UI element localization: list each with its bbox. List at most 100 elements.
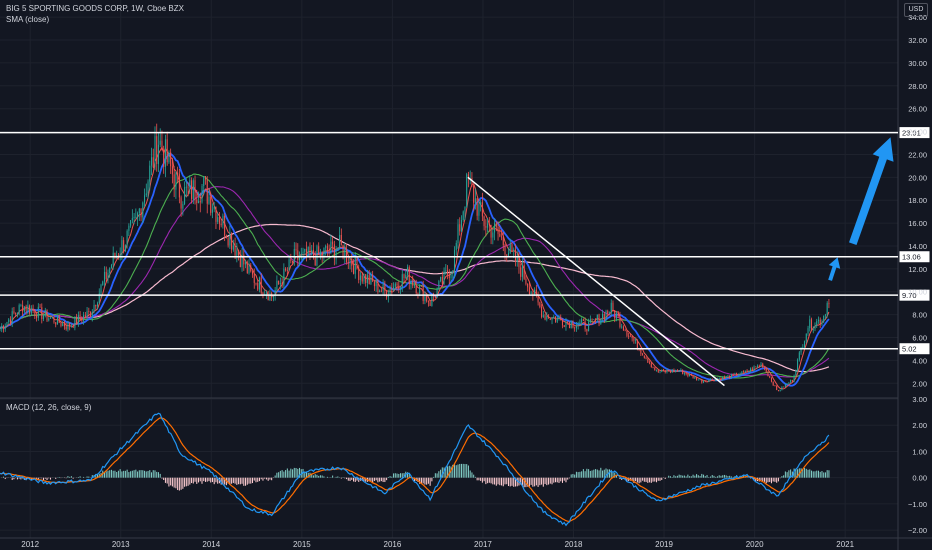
candle-body — [471, 178, 473, 186]
candle-body — [669, 371, 671, 373]
candle-body — [612, 302, 614, 311]
price-axis-tick: 12.00 — [908, 265, 927, 274]
candle-body — [527, 283, 529, 288]
candle-body — [788, 382, 790, 384]
candle-body — [680, 369, 682, 371]
candle-body — [631, 336, 633, 339]
candle-body — [305, 248, 308, 257]
candle-body — [149, 165, 151, 182]
candle-body — [589, 319, 591, 323]
candle-body — [373, 281, 375, 287]
candle-body — [412, 280, 414, 286]
level-price-tag — [898, 342, 931, 356]
candle-body — [534, 289, 536, 296]
candle-body — [807, 328, 809, 334]
candle-body — [359, 275, 361, 280]
candle-body — [476, 198, 478, 216]
candle-body — [319, 251, 321, 255]
candle-body — [654, 367, 656, 371]
candle-body — [365, 274, 367, 283]
time-axis-tick: 2019 — [655, 540, 673, 549]
candle-body — [218, 217, 220, 224]
candle-body — [696, 376, 698, 381]
candle-body — [473, 185, 475, 203]
candle-body — [445, 270, 447, 272]
candle-body — [483, 216, 485, 227]
candle-body — [154, 136, 156, 167]
candle-body — [124, 245, 126, 252]
candle-body — [572, 321, 574, 328]
macd-axis-tick: 2.00 — [912, 421, 927, 430]
candle-body — [77, 315, 79, 324]
candle-body — [610, 302, 612, 313]
candle-body — [51, 316, 53, 318]
candle-body — [659, 371, 661, 373]
candle-body — [501, 236, 503, 238]
candle-body — [760, 363, 762, 367]
candle-body — [507, 253, 510, 256]
candle-body — [546, 315, 548, 320]
time-axis-tick: 2018 — [565, 540, 583, 549]
candle-body — [521, 265, 523, 277]
candle-body — [269, 292, 271, 301]
candle-body — [394, 283, 396, 287]
candle-body — [452, 271, 454, 273]
candle-body — [246, 262, 248, 274]
candle-body — [241, 254, 243, 268]
candle-body — [722, 376, 724, 380]
candle-body — [326, 246, 328, 252]
candle-body — [286, 270, 288, 271]
candle-body — [494, 223, 496, 233]
level-price-tag — [898, 250, 931, 264]
price-axis-tick: 30.00 — [908, 59, 927, 68]
candle-body — [229, 233, 231, 246]
candle-body — [793, 375, 795, 382]
candle-body — [408, 267, 410, 284]
candle-body — [238, 250, 240, 256]
candle-body — [551, 316, 553, 320]
candle-body — [163, 150, 165, 167]
candle-body — [377, 280, 379, 293]
candle-body — [382, 284, 384, 291]
price-axis-tick: 28.00 — [908, 82, 927, 91]
candle-body — [502, 237, 504, 246]
candle-body — [210, 196, 212, 213]
candle-body — [405, 274, 407, 279]
candle-body — [800, 347, 802, 353]
candle-body — [762, 363, 764, 368]
candle-body — [67, 323, 69, 330]
candle-body — [772, 381, 774, 386]
candle-body — [74, 316, 76, 328]
price-axis-tick: 18.00 — [908, 196, 927, 205]
candle-body — [723, 376, 725, 378]
candle-body — [426, 295, 428, 302]
candle-body — [109, 267, 111, 274]
candle-body — [622, 326, 624, 331]
candle-body — [455, 243, 457, 250]
time-axis-tick: 2014 — [202, 540, 220, 549]
candle-body — [281, 283, 283, 286]
up-arrow[interactable] — [828, 257, 841, 281]
candle-body — [2, 325, 5, 330]
candle-body — [211, 209, 213, 213]
candle-body — [447, 270, 449, 275]
candle-body — [384, 284, 386, 291]
candle-body — [112, 252, 114, 265]
candle-body — [779, 389, 781, 391]
candle-body — [676, 370, 678, 372]
candle-body — [720, 378, 722, 380]
candle-body — [783, 386, 785, 388]
candle-body — [55, 322, 57, 325]
candle-body — [34, 310, 36, 316]
candle-body — [406, 267, 409, 275]
up-arrow[interactable] — [849, 137, 894, 245]
trendline[interactable] — [467, 176, 725, 387]
candle-body — [647, 358, 649, 363]
candle-body — [513, 249, 515, 251]
currency-button[interactable]: USD — [904, 3, 928, 17]
candle-body — [93, 304, 95, 313]
candle-body — [352, 265, 355, 274]
candle-body — [443, 270, 445, 284]
candle-body — [389, 288, 391, 295]
